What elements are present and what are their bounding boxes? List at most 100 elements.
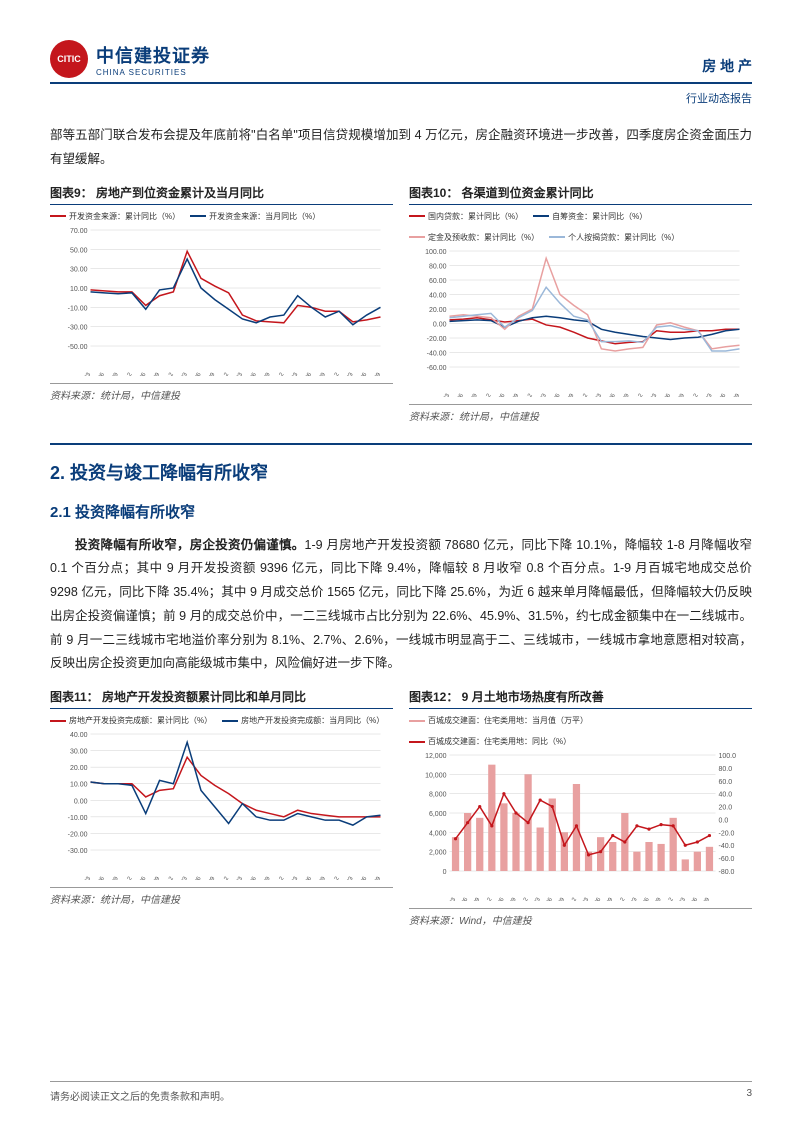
svg-text:22/06: 22/06 [245,371,258,376]
svg-text:21/09: 21/09 [204,371,217,376]
svg-text:40.00: 40.00 [429,292,447,299]
chart-9-svg: 70.0050.0030.0010.00-10.00-30.00-50.0019… [50,226,393,376]
svg-text:-30.00: -30.00 [68,324,88,331]
svg-text:19/06: 19/06 [93,875,106,880]
chart-10-svg: 100.00 80.00 60.00 40.00 20.00 0.00 -20.00 -40.… [409,247,752,397]
svg-text:80.0: 80.0 [719,766,733,773]
chart-row-11-12: 图表11： 房地产开发投资额累计同比和单月同比 房地产开发投资完成额：累计同比（… [50,688,752,927]
svg-text:2,000: 2,000 [429,850,447,857]
svg-text:21/06: 21/06 [549,392,562,397]
svg-text:0: 0 [443,869,447,876]
svg-text:22/09: 22/09 [618,392,631,397]
svg-text:19/09: 19/09 [469,896,482,901]
svg-text:-40.00: -40.00 [427,350,447,357]
svg-text:21/12: 21/12 [218,371,231,376]
chart-12-source: 资料来源：Wind，中信建投 [409,908,752,927]
svg-text:24/09: 24/09 [370,875,383,880]
svg-text:23/09: 23/09 [673,392,686,397]
section-2-1-heading: 2.1 投资降幅有所收窄 [50,501,752,522]
svg-text:40.0: 40.0 [719,792,733,799]
svg-text:22/12: 22/12 [273,875,286,880]
svg-text:20/12: 20/12 [162,875,175,880]
svg-text:0.00: 0.00 [433,321,447,328]
logo-block: CITIC 中信建投证券 CHINA SECURITIES [50,40,210,78]
svg-text:30.00: 30.00 [70,266,88,273]
svg-text:24/09: 24/09 [370,371,383,376]
svg-text:23/03: 23/03 [646,392,659,397]
svg-text:23/03: 23/03 [287,371,300,376]
svg-text:20/06: 20/06 [494,392,507,397]
svg-text:19/03: 19/03 [439,392,452,397]
svg-text:19/12: 19/12 [121,371,134,376]
svg-text:21/03: 21/03 [176,371,189,376]
chart-10: 图表10： 各渠道到位资金累计同比 国内贷款：累计同比（%）自筹资金：累计同比（… [409,184,752,423]
svg-text:24/09: 24/09 [698,896,711,901]
svg-text:24/09: 24/09 [729,392,742,397]
svg-text:24/03: 24/03 [701,392,714,397]
section-2-1-paragraph: 投资降幅有所收窄，房企投资仍偏谨慎。1-9 月房地产开发投资额 78680 亿元… [50,534,752,677]
svg-text:30.00: 30.00 [70,749,88,756]
svg-text:20/06: 20/06 [135,875,148,880]
page-header: CITIC 中信建投证券 CHINA SECURITIES 房 地 产 [50,40,752,84]
svg-text:6,000: 6,000 [429,811,447,818]
svg-text:0.0: 0.0 [719,817,729,824]
footer-disclaimer: 请务必阅读正文之后的免责条款和声明。 [50,1088,230,1103]
svg-text:21/12: 21/12 [577,392,590,397]
svg-text:21/06: 21/06 [190,875,203,880]
svg-text:20/06: 20/06 [135,371,148,376]
svg-text:24/06: 24/06 [356,875,369,880]
svg-text:22/03: 22/03 [578,896,591,901]
svg-text:10,000: 10,000 [425,772,447,779]
svg-text:-30.00: -30.00 [68,848,88,855]
svg-text:50.00: 50.00 [70,247,88,254]
svg-text:21/12: 21/12 [218,875,231,880]
svg-text:22/12: 22/12 [632,392,645,397]
svg-text:20/09: 20/09 [505,896,518,901]
svg-text:100.00: 100.00 [425,249,447,256]
svg-text:10.00: 10.00 [70,782,88,789]
svg-text:20/12: 20/12 [162,371,175,376]
logo-text-en: CHINA SECURITIES [96,68,210,77]
svg-text:21/06: 21/06 [190,371,203,376]
chart-9-source: 资料来源：统计局，中信建投 [50,383,393,402]
svg-text:21/03: 21/03 [176,875,189,880]
svg-text:23/12: 23/12 [662,896,675,901]
footer-page-number: 3 [746,1088,752,1103]
chart-9: 图表9： 房地产到位资金累计及当月同比 开发资金来源：累计同比（%）开发资金来源… [50,184,393,423]
svg-text:19/09: 19/09 [466,392,479,397]
svg-text:23/06: 23/06 [638,896,651,901]
svg-text:70.00: 70.00 [70,228,88,235]
svg-text:19/12: 19/12 [481,896,494,901]
logo-text-cn: 中信建投证券 [96,42,210,68]
svg-text:21/09: 21/09 [563,392,576,397]
svg-text:12,000: 12,000 [425,753,447,760]
chart-12-title: 图表12： 9 月土地市场热度有所改善 [409,688,752,709]
svg-text:22/09: 22/09 [259,875,272,880]
svg-text:20.00: 20.00 [429,307,447,314]
chart-11-source: 资料来源：统计局，中信建投 [50,887,393,906]
svg-text:19/12: 19/12 [480,392,493,397]
svg-text:10.00: 10.00 [70,286,88,293]
svg-text:60.00: 60.00 [429,278,447,285]
svg-text:19/06: 19/06 [452,392,465,397]
page-footer: 请务必阅读正文之后的免责条款和声明。 3 [50,1081,752,1103]
svg-text:20.0: 20.0 [719,805,733,812]
svg-text:-80.0: -80.0 [719,869,735,876]
svg-text:-10.00: -10.00 [68,305,88,312]
svg-text:-20.00: -20.00 [427,336,447,343]
svg-text:23/12: 23/12 [328,875,341,880]
svg-text:19/03: 19/03 [80,371,93,376]
intro-paragraph: 部等五部门联合发布会提及年底前将"白名单"项目信贷规模增加到 4 万亿元，房企融… [50,124,752,172]
svg-text:23/09: 23/09 [314,875,327,880]
svg-text:20/09: 20/09 [508,392,521,397]
svg-text:24/06: 24/06 [356,371,369,376]
svg-text:22/12: 22/12 [614,896,627,901]
svg-text:80.00: 80.00 [429,263,447,270]
svg-text:-40.0: -40.0 [719,843,735,850]
section-divider [50,443,752,445]
svg-text:20/12: 20/12 [521,392,534,397]
svg-text:19/09: 19/09 [107,371,120,376]
svg-text:20/12: 20/12 [517,896,530,901]
svg-text:20.00: 20.00 [70,765,88,772]
chart-11-legend: 房地产开发投资完成额：累计同比（%）房地产开发投资完成额：当月同比（%） [50,715,393,726]
